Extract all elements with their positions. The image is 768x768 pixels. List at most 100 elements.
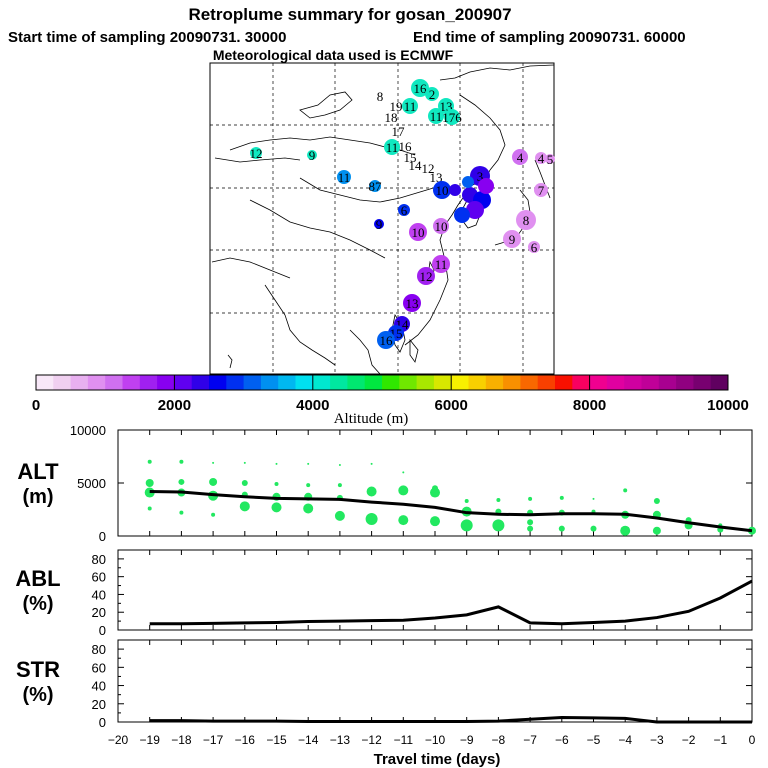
map-marker-label: 12 (420, 269, 433, 284)
map-marker-label: 10 (436, 183, 449, 198)
altitude-scatter-point (209, 477, 218, 486)
map-marker-label: 16 (380, 333, 394, 348)
altitude-scatter-point (239, 501, 250, 512)
map-marker-dot (545, 154, 555, 164)
map-cluster-dot (462, 176, 474, 188)
altitude-scatter-point (274, 482, 279, 487)
map-marker: 13 (430, 170, 443, 185)
panel-ylabel-top: ALT (17, 459, 59, 484)
altitude-scatter-point (652, 526, 661, 535)
map-marker-label: 2 (429, 87, 436, 102)
map-marker-dot (432, 255, 450, 273)
altitude-scatter-point (243, 461, 246, 464)
colorbar-cell (641, 375, 660, 390)
map-marker: 9 (374, 217, 384, 232)
x-tick-label: −4 (618, 733, 632, 747)
colorbar-label: Altitude (m) (334, 411, 409, 427)
map-marker-dot (411, 79, 429, 97)
series-line-abl (149, 579, 753, 626)
map-marker-dot (534, 183, 548, 197)
colorbar-cell (312, 375, 331, 390)
panel-frame (117, 639, 753, 723)
altitude-scatter-point (241, 480, 248, 486)
x-tick-label: −14 (298, 733, 319, 747)
map-marker: 14 (409, 158, 423, 173)
x-tick-label: −6 (555, 733, 569, 747)
altitude-scatter-point (460, 519, 473, 532)
map-marker-dot (425, 87, 439, 101)
x-tick-label: −3 (650, 733, 664, 747)
colorbar-cell (710, 375, 729, 390)
y-tick-label: 80 (92, 642, 106, 657)
map-marker: 13 (403, 294, 421, 312)
map-marker-label: 16 (399, 139, 413, 154)
colorbar-tick-label: 4000 (296, 397, 329, 414)
altitude-scatter-point (558, 525, 565, 532)
map-marker-label: 3 (477, 169, 484, 184)
x-tick-label: −11 (394, 733, 414, 747)
map-marker-label: 17 (392, 124, 406, 139)
altitude-colorbar: 0 2000 4000 6000 8000 10000 Altitude (m) (32, 374, 749, 427)
colorbar-cell (70, 375, 89, 390)
map-marker: 16 (377, 331, 395, 349)
map-marker: 12 (422, 161, 435, 176)
map-marker-label: 13 (406, 296, 419, 311)
map-marker: 9 (503, 230, 521, 248)
colorbar-cell (555, 375, 573, 390)
x-tick-label: −19 (140, 733, 161, 747)
map-marker-label: 6 (401, 203, 408, 218)
figure-title: Retroplume summary for gosan_200907 (188, 5, 511, 24)
map-marker-dot (433, 218, 449, 234)
map-marker: 176 (442, 109, 462, 125)
map-frame (209, 62, 555, 375)
altitude-scatter-point (527, 519, 534, 526)
map-marker-dot (428, 108, 444, 124)
altitude-scatter-point (398, 485, 409, 496)
map-marker: 10 (433, 218, 449, 234)
colorbar-cell (624, 375, 642, 390)
panel-ylabel-bottom: (%) (22, 593, 53, 615)
colorbar-cell (658, 375, 677, 390)
map-marker-dot (535, 152, 547, 164)
panel-ylabel-bottom: (%) (22, 684, 53, 706)
map-marker: 6 (528, 240, 540, 255)
map-marker: 10 (409, 223, 427, 241)
colorbar-cell (589, 375, 608, 390)
x-tick-label: −8 (492, 733, 506, 747)
map-marker-dot (403, 294, 421, 312)
map-marker: 11 (428, 108, 444, 124)
timeseries-panels: ALT(m)0500010000ABL(%)020406080STR(%)020… (15, 423, 756, 730)
x-tick-label: −17 (203, 733, 224, 747)
colorbar-cell (693, 375, 712, 390)
map-marker-label: 18 (385, 110, 398, 125)
map-marker-dot (516, 210, 536, 230)
map-marker: 4 (512, 149, 528, 165)
panel-ylabel-bottom: (m) (22, 486, 53, 508)
map-marker-dot (374, 219, 384, 229)
x-tick-label: −18 (171, 733, 192, 747)
map-marker: 2 (425, 87, 439, 102)
y-tick-label: 20 (92, 697, 106, 712)
colorbar-tick-label: 8000 (573, 397, 606, 414)
map-marker-label: 11 (386, 140, 399, 155)
altitude-scatter-point (212, 461, 215, 464)
map-marker: 12 (417, 267, 435, 285)
x-tick-label: −20 (108, 733, 129, 747)
colorbar-cell (399, 375, 418, 390)
map-marker: 6 (398, 203, 410, 218)
map-marker: 4 (535, 151, 547, 166)
altitude-scatter-point (559, 495, 564, 500)
map-marker: 12 (250, 146, 263, 161)
colorbar-cell (243, 375, 262, 390)
panel-ylabel-top: STR (16, 657, 60, 682)
map-cluster-dot (466, 201, 484, 219)
colorbar-cell (364, 375, 383, 390)
map-marker-label: 14 (409, 158, 423, 173)
altitude-scatter-point (496, 497, 501, 502)
colorbar-cell (105, 375, 123, 390)
colorbar-cell (191, 375, 210, 390)
map-marker-dot (433, 181, 451, 199)
map-marker-label: 19 (390, 99, 403, 114)
map-marker: 16 (399, 139, 413, 154)
